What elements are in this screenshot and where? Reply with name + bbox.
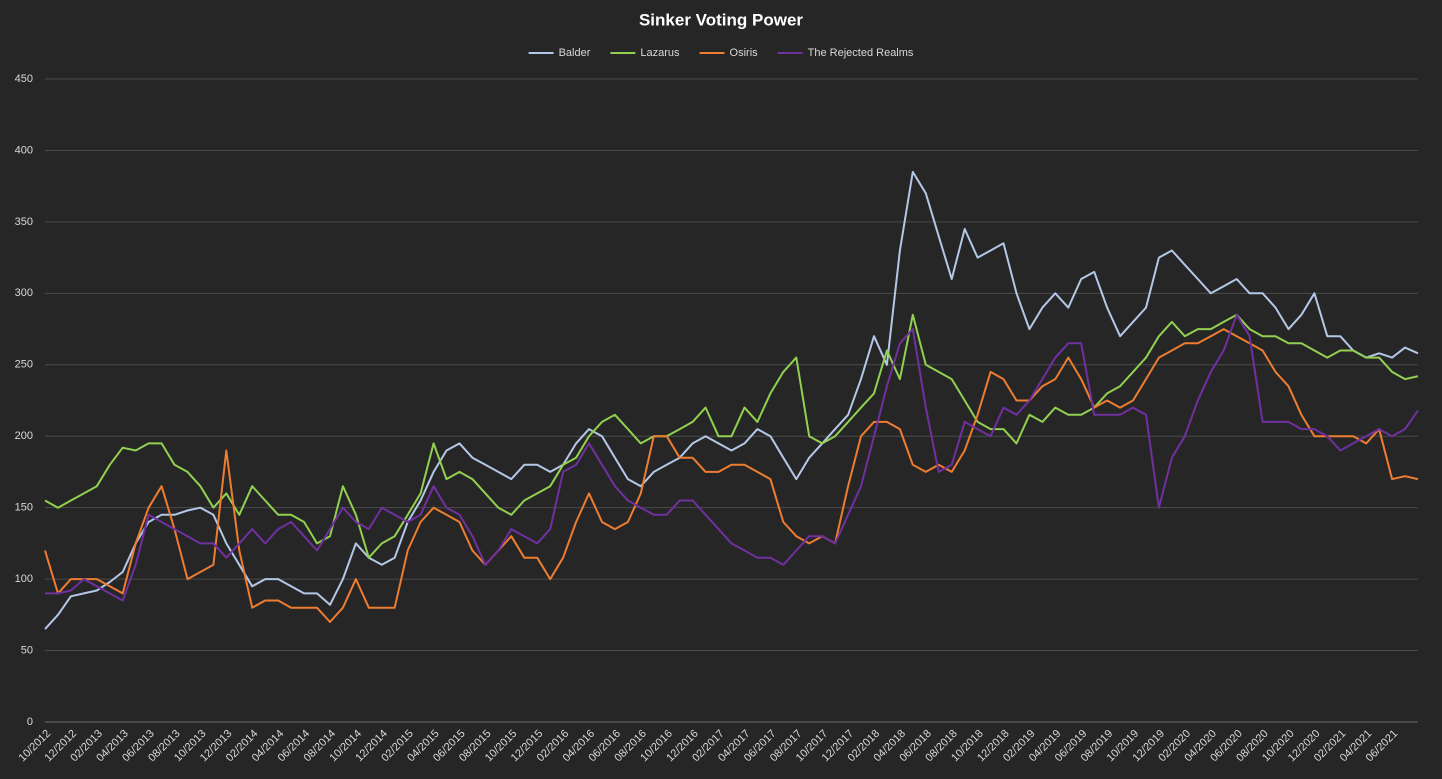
y-tick-label: 200 bbox=[15, 430, 33, 442]
y-tick-label: 150 bbox=[15, 502, 33, 514]
y-tick-label: 400 bbox=[15, 144, 33, 156]
series-line bbox=[44, 170, 1419, 630]
series-line bbox=[44, 313, 1419, 559]
y-tick-label: 350 bbox=[15, 216, 33, 228]
legend-label: Osiris bbox=[730, 47, 759, 59]
legend: Balder Lazarus Osiris The Rejected Realms bbox=[528, 47, 914, 59]
y-tick-label: 250 bbox=[15, 359, 33, 371]
y-tick-label: 450 bbox=[15, 73, 33, 85]
chart-title: Sinker Voting Power bbox=[639, 10, 803, 29]
legend-label: The Rejected Realms bbox=[808, 47, 914, 59]
series-line bbox=[44, 328, 1419, 623]
y-tick-label: 300 bbox=[15, 287, 33, 299]
series-line bbox=[45, 313, 1419, 602]
y-tick-label: 100 bbox=[15, 573, 33, 585]
y-tick-label: 0 bbox=[27, 716, 33, 728]
legend-label: Lazarus bbox=[640, 47, 680, 59]
legend-label: Balder bbox=[559, 47, 591, 59]
y-tick-label: 50 bbox=[21, 644, 33, 656]
